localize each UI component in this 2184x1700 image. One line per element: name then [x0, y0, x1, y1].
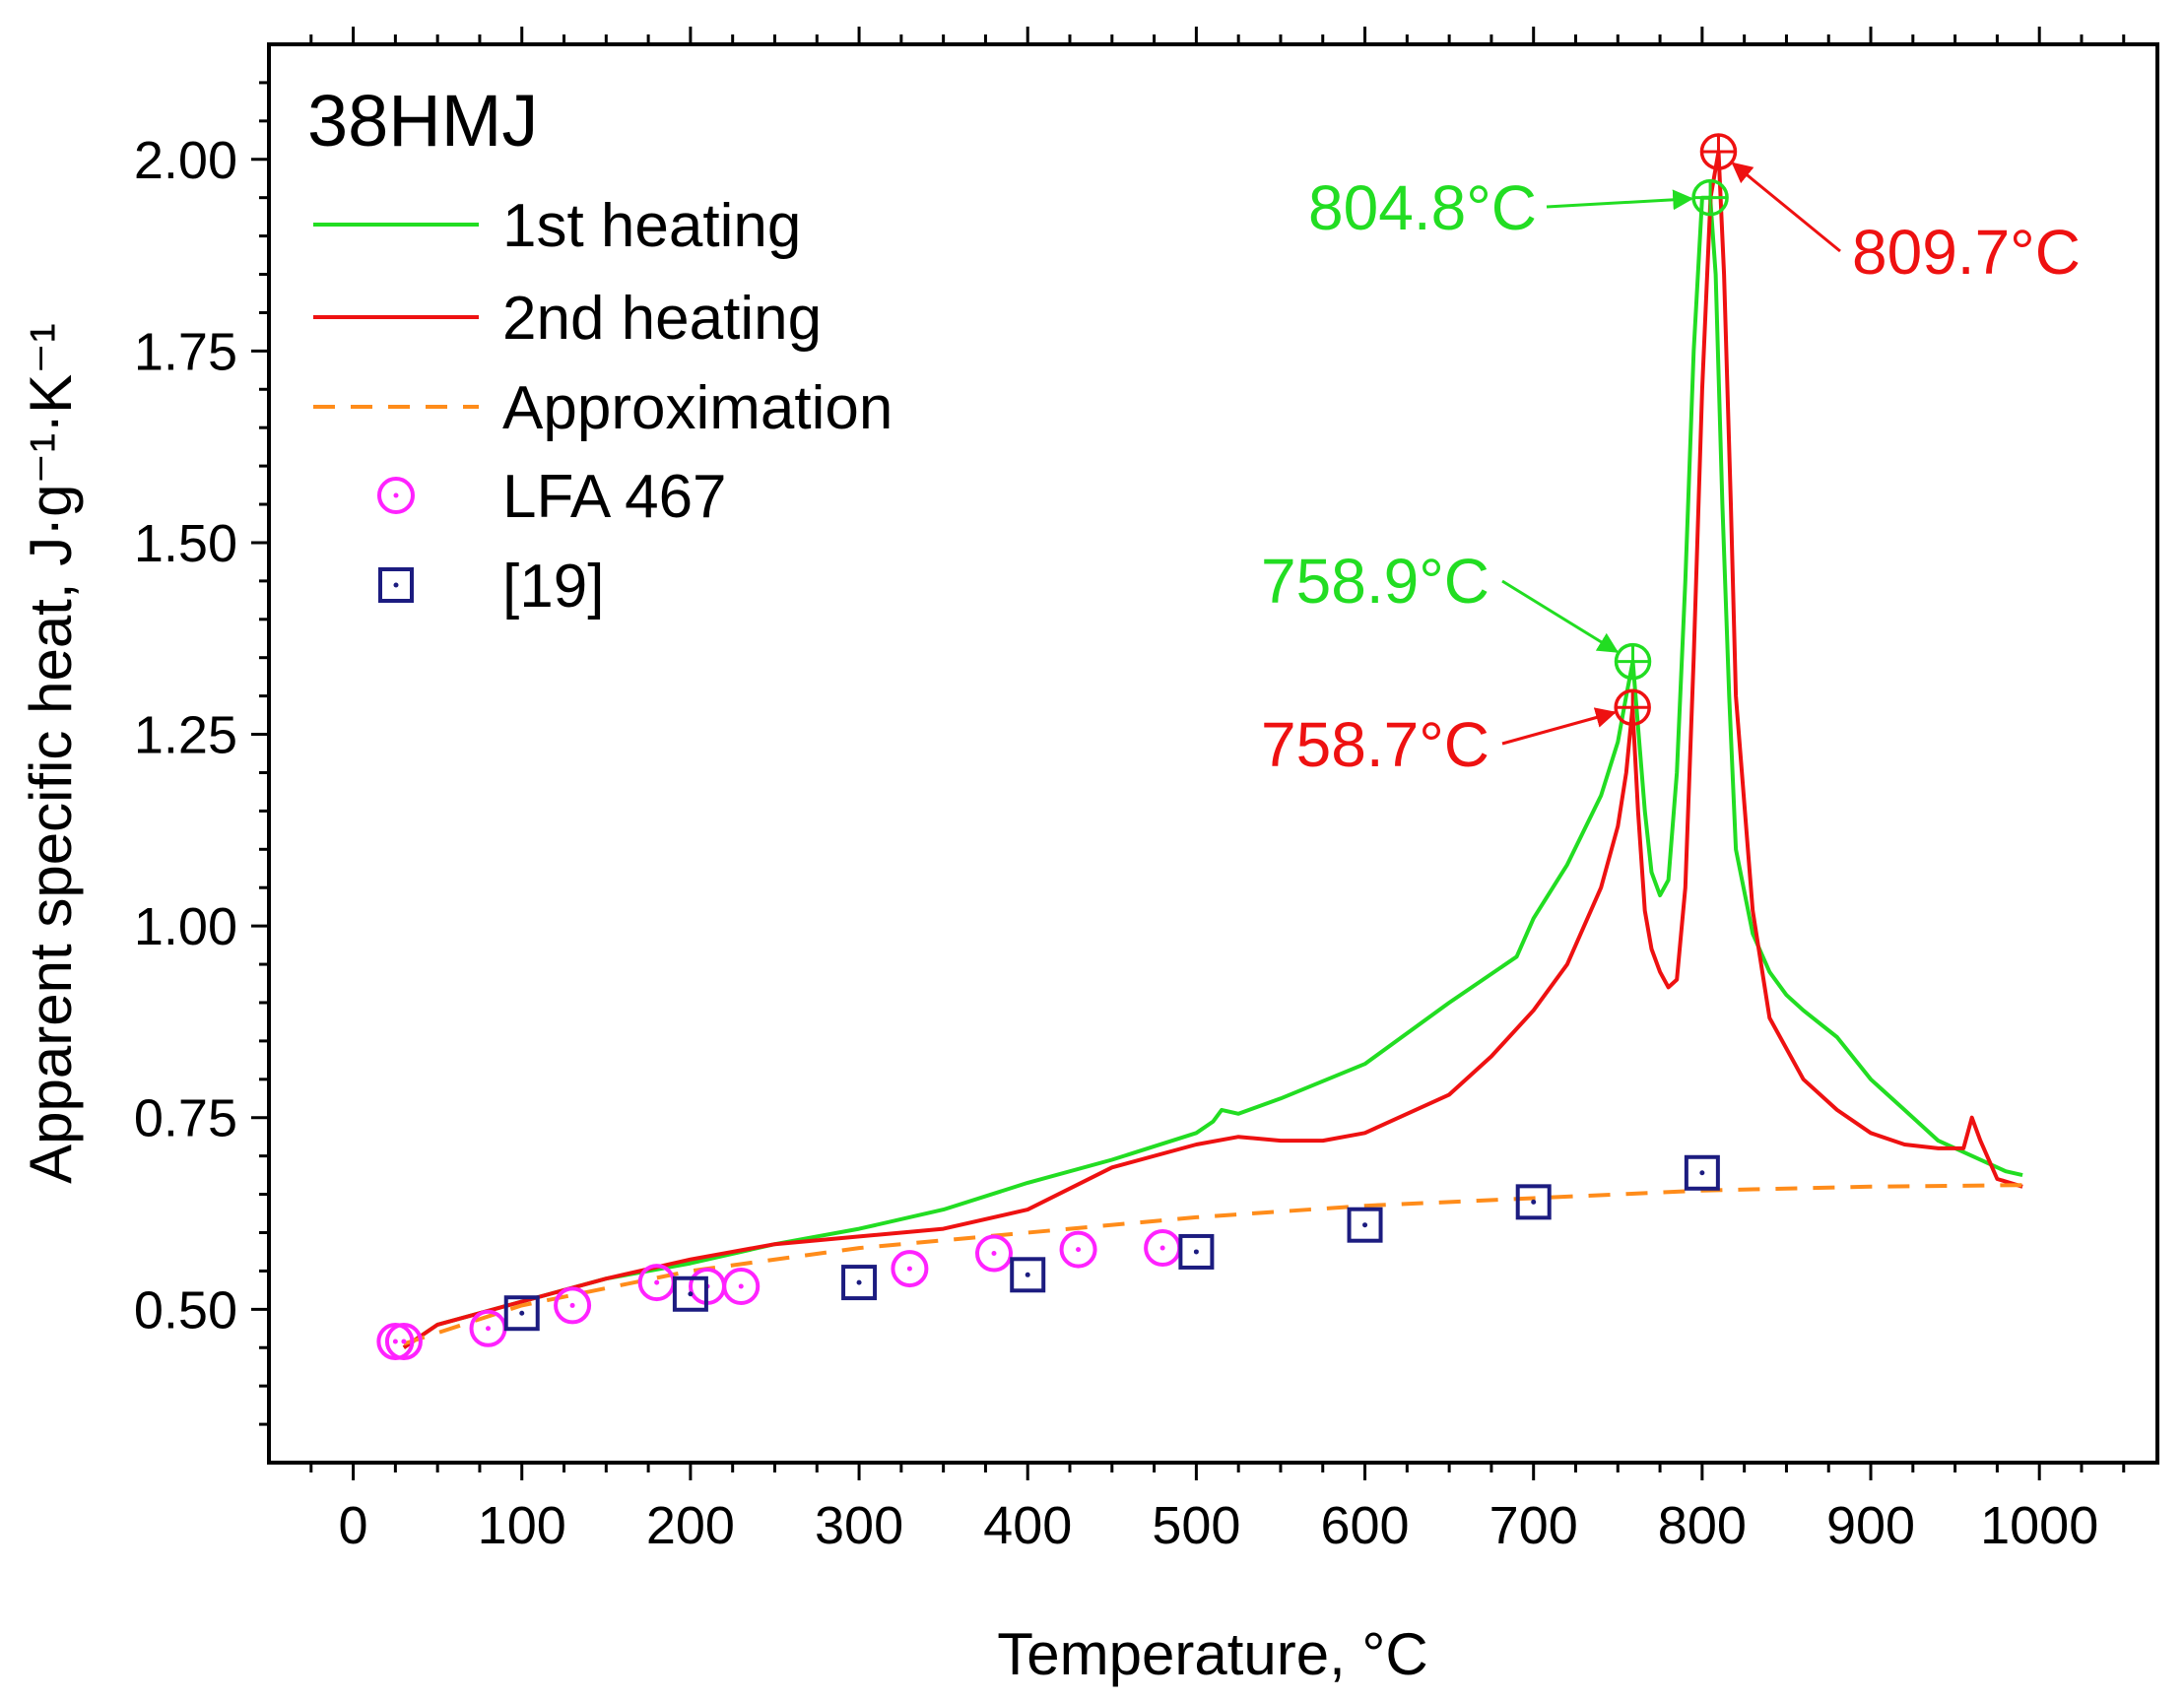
x-tick-label: 500	[1152, 1496, 1240, 1555]
peak-arrow	[1501, 707, 1617, 746]
series-line-1	[402, 195, 2023, 1349]
chart-title: 38HMJ	[307, 80, 538, 162]
legend-marker-lfa	[377, 477, 415, 514]
ref19-point-center	[519, 1310, 525, 1316]
ref19-point	[841, 1265, 878, 1301]
legend-label-lfa: LFA 467	[502, 463, 727, 531]
x-tick-label: 400	[983, 1496, 1072, 1555]
ref19-point-center	[688, 1291, 694, 1297]
legend-marker-ref19	[378, 567, 414, 603]
y-tick-label: 1.75	[134, 322, 237, 381]
ref19-point	[672, 1275, 708, 1312]
y-tick-label: 1.50	[134, 514, 237, 573]
ref19-point	[1684, 1154, 1720, 1191]
ref19-point-center	[856, 1279, 862, 1285]
legend-marker-ref19-dot	[393, 582, 399, 588]
lfa-point-center	[991, 1251, 997, 1257]
ref19-point-center	[1699, 1170, 1705, 1176]
x-axis-tick-labels: 0 100 200 300 400 500 600 700 800 900 1000	[339, 1496, 2099, 1555]
peak-arrow	[1731, 162, 1841, 253]
legend: 1st heating 2nd heating Approximation LF…	[313, 192, 893, 621]
y-tick-label: 0.50	[134, 1280, 237, 1340]
lfa-point-center	[392, 1339, 398, 1344]
ref19-point-center	[1531, 1199, 1537, 1205]
peak-arrow	[1501, 579, 1620, 653]
y-tick-label: 0.75	[134, 1089, 237, 1148]
lfa-point	[384, 1323, 423, 1361]
y-tick-label: 2.00	[134, 131, 237, 190]
x-axis-ticks	[309, 27, 2126, 1480]
ref19-point	[1347, 1207, 1383, 1243]
x-tick-label: 700	[1489, 1496, 1578, 1555]
x-tick-label: 900	[1826, 1496, 1915, 1555]
lfa-point	[722, 1267, 761, 1305]
x-tick-label: 300	[815, 1496, 903, 1555]
y-axis-tick-labels: 0.50 0.75 1.00 1.25 1.50 1.75 2.00	[134, 131, 237, 1340]
y-tick-label: 1.00	[134, 897, 237, 956]
lfa-point-center	[654, 1279, 660, 1285]
peak-label: 758.9°C	[1261, 546, 1489, 617]
x-tick-label: 1000	[1980, 1496, 2098, 1555]
x-tick-label: 100	[478, 1496, 566, 1555]
marker-layer	[376, 1154, 1720, 1361]
legend-label-2nd-heating: 2nd heating	[502, 285, 822, 353]
lfa-point-center	[486, 1326, 492, 1332]
lfa-point	[554, 1286, 592, 1325]
ref19-point-center	[1025, 1272, 1030, 1277]
legend-label-approximation: Approximation	[502, 374, 893, 442]
x-tick-label: 0	[339, 1496, 368, 1555]
lfa-point	[376, 1323, 415, 1361]
ref19-point-center	[1193, 1249, 1199, 1255]
peak-label: 804.8°C	[1308, 172, 1537, 243]
ref19-point	[503, 1295, 540, 1332]
lfa-point	[974, 1234, 1013, 1273]
legend-label-ref19: [19]	[502, 553, 604, 621]
lfa-point-center	[906, 1266, 912, 1272]
lfa-point	[1059, 1230, 1097, 1269]
ref19-point	[1178, 1233, 1215, 1270]
lfa-point-center	[1076, 1247, 1082, 1253]
series-layer	[402, 150, 2023, 1349]
peak-label: 809.7°C	[1852, 217, 2081, 288]
lfa-point-center	[569, 1302, 575, 1308]
legend-label-1st-heating: 1st heating	[502, 192, 801, 260]
ref19-point	[1515, 1184, 1552, 1220]
ref19-point-center	[1362, 1222, 1368, 1228]
y-axis-ticks	[251, 81, 269, 1426]
peak-arrow	[1546, 189, 1694, 211]
series-line-2	[402, 150, 2023, 1349]
lfa-point	[891, 1250, 929, 1288]
lfa-point-center	[1159, 1245, 1165, 1251]
legend-marker-lfa-dot	[393, 492, 399, 498]
peak-label: 758.7°C	[1261, 709, 1489, 780]
lfa-point-center	[738, 1283, 744, 1289]
x-tick-label: 600	[1320, 1496, 1409, 1555]
x-tick-label: 200	[646, 1496, 735, 1555]
plot-frame	[267, 42, 2159, 1465]
y-tick-label: 1.25	[134, 706, 237, 765]
lfa-point-center	[401, 1339, 407, 1344]
ref19-point	[1010, 1257, 1046, 1293]
y-axis-title: Apparent specific heat, J·g⁻¹·K⁻¹	[18, 323, 84, 1184]
x-axis-title: Temperature, °C	[997, 1621, 1428, 1687]
x-tick-label: 800	[1658, 1496, 1747, 1555]
annotation-layer: 804.8°C 809.7°C 758.9°C 758.7°C	[1261, 133, 2081, 780]
series-line-3	[403, 1183, 2023, 1346]
